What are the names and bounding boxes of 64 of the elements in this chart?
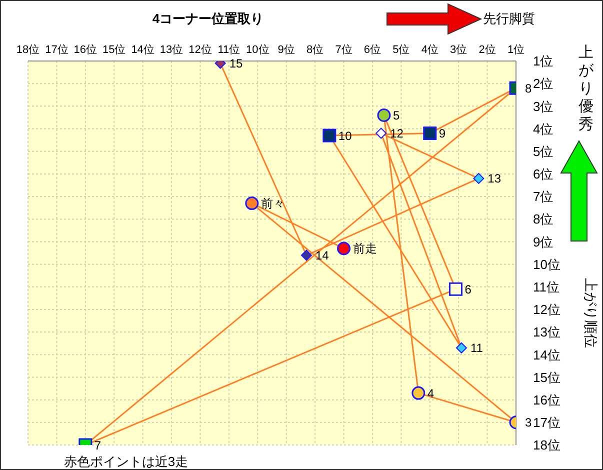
point — [423, 126, 437, 140]
annotation: 5 — [392, 108, 400, 122]
x-tick-label: 3位 — [450, 44, 468, 56]
text: 先行脚質 — [483, 11, 535, 26]
y-tick-label: 2位 — [533, 76, 554, 92]
x-tick-label: 6位 — [364, 44, 382, 56]
y-tick-label: 6位 — [533, 166, 554, 182]
text: 赤色ポイントは近3走 — [64, 454, 188, 469]
point — [448, 282, 462, 296]
x-tick-label: 8位 — [306, 44, 324, 56]
x-tick-label: 18位 — [16, 44, 40, 56]
x-tick-label: 4位 — [421, 44, 438, 56]
text: 上がり優秀 — [578, 44, 594, 133]
y-tick-label: 7位 — [533, 189, 554, 204]
x-tick-label: 16位 — [74, 44, 98, 56]
x-tick-label: 7位 — [335, 44, 352, 56]
annotation: 9 — [438, 126, 446, 141]
y-axis-title: 上がり順位 — [583, 278, 599, 348]
annotation: 11 — [470, 341, 484, 356]
y-tick-label: 13位 — [533, 324, 560, 340]
y-tick-label: 8位 — [533, 212, 554, 227]
annotation: 14 — [315, 248, 330, 263]
annotation: 15 — [229, 56, 244, 71]
annotation: 前走 — [352, 242, 377, 256]
x-tick-label: 2位 — [478, 44, 496, 56]
x-tick-label: 14位 — [131, 44, 154, 56]
x-axis-title: 4コーナー位置取り — [152, 11, 264, 26]
y-tick-label: 11位 — [533, 279, 560, 294]
point — [300, 250, 312, 261]
x-tick-label: 12位 — [188, 44, 212, 56]
x-tick-label: 1位 — [507, 44, 525, 56]
y-tick-label: 9位 — [533, 234, 554, 250]
annotation: 13 — [488, 172, 502, 186]
point — [377, 108, 391, 122]
y-tick-label: 5位 — [533, 144, 554, 159]
point — [376, 128, 387, 139]
y-tick-label: 1位 — [533, 54, 554, 69]
x-tick-label: 15位 — [102, 44, 126, 56]
y-tick-label: 17位 — [533, 415, 560, 430]
point — [322, 128, 336, 142]
x-tick-label: 5位 — [392, 44, 410, 56]
point — [412, 386, 426, 400]
y-tick-label: 14位 — [533, 347, 560, 362]
point — [473, 172, 484, 184]
annotation: 7 — [94, 438, 102, 452]
x-tick-label: 11位 — [218, 44, 240, 56]
annotation: 3 — [525, 416, 532, 430]
y-tick-label: 16位 — [533, 392, 560, 408]
y-tick-label: 15位 — [533, 370, 560, 385]
point — [337, 242, 351, 256]
y-tick-label: 12位 — [533, 302, 560, 318]
y-tick-label: 10位 — [533, 256, 560, 272]
x-tick-label: 10位 — [246, 44, 270, 56]
point — [245, 196, 259, 210]
annotation: 8 — [525, 81, 532, 96]
x-tick-label: 9位 — [278, 44, 295, 56]
x-tick-label: 13位 — [160, 44, 184, 56]
x-tick-label: 17位 — [45, 44, 68, 56]
y-tick-label: 3位 — [533, 98, 554, 114]
y-tick-label: 18位 — [533, 438, 560, 453]
annotation: 6 — [464, 282, 472, 296]
y-tick-label: 4位 — [533, 121, 554, 136]
annotation: 前々 — [260, 196, 285, 211]
point — [456, 342, 467, 354]
